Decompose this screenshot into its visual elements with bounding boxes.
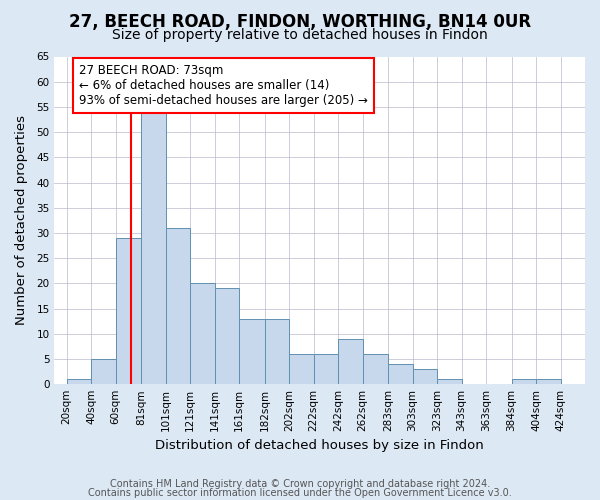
Bar bbox=[512, 379, 536, 384]
Text: 27 BEECH ROAD: 73sqm
← 6% of detached houses are smaller (14)
93% of semi-detach: 27 BEECH ROAD: 73sqm ← 6% of detached ho… bbox=[79, 64, 368, 107]
Text: 27, BEECH ROAD, FINDON, WORTHING, BN14 0UR: 27, BEECH ROAD, FINDON, WORTHING, BN14 0… bbox=[69, 12, 531, 30]
Bar bbox=[265, 318, 289, 384]
Bar bbox=[67, 379, 91, 384]
Bar bbox=[91, 359, 116, 384]
Bar bbox=[190, 284, 215, 384]
Bar bbox=[362, 354, 388, 384]
Y-axis label: Number of detached properties: Number of detached properties bbox=[15, 116, 28, 326]
Bar bbox=[239, 318, 265, 384]
Text: Size of property relative to detached houses in Findon: Size of property relative to detached ho… bbox=[112, 28, 488, 42]
Bar bbox=[536, 379, 560, 384]
Bar bbox=[338, 339, 362, 384]
Bar bbox=[314, 354, 338, 384]
Bar bbox=[141, 112, 166, 384]
Bar bbox=[289, 354, 314, 384]
Text: Contains public sector information licensed under the Open Government Licence v3: Contains public sector information licen… bbox=[88, 488, 512, 498]
Text: Contains HM Land Registry data © Crown copyright and database right 2024.: Contains HM Land Registry data © Crown c… bbox=[110, 479, 490, 489]
Bar bbox=[413, 369, 437, 384]
Bar bbox=[166, 228, 190, 384]
Bar bbox=[215, 288, 239, 384]
Bar bbox=[388, 364, 413, 384]
X-axis label: Distribution of detached houses by size in Findon: Distribution of detached houses by size … bbox=[155, 440, 484, 452]
Bar bbox=[437, 379, 461, 384]
Bar bbox=[116, 238, 141, 384]
